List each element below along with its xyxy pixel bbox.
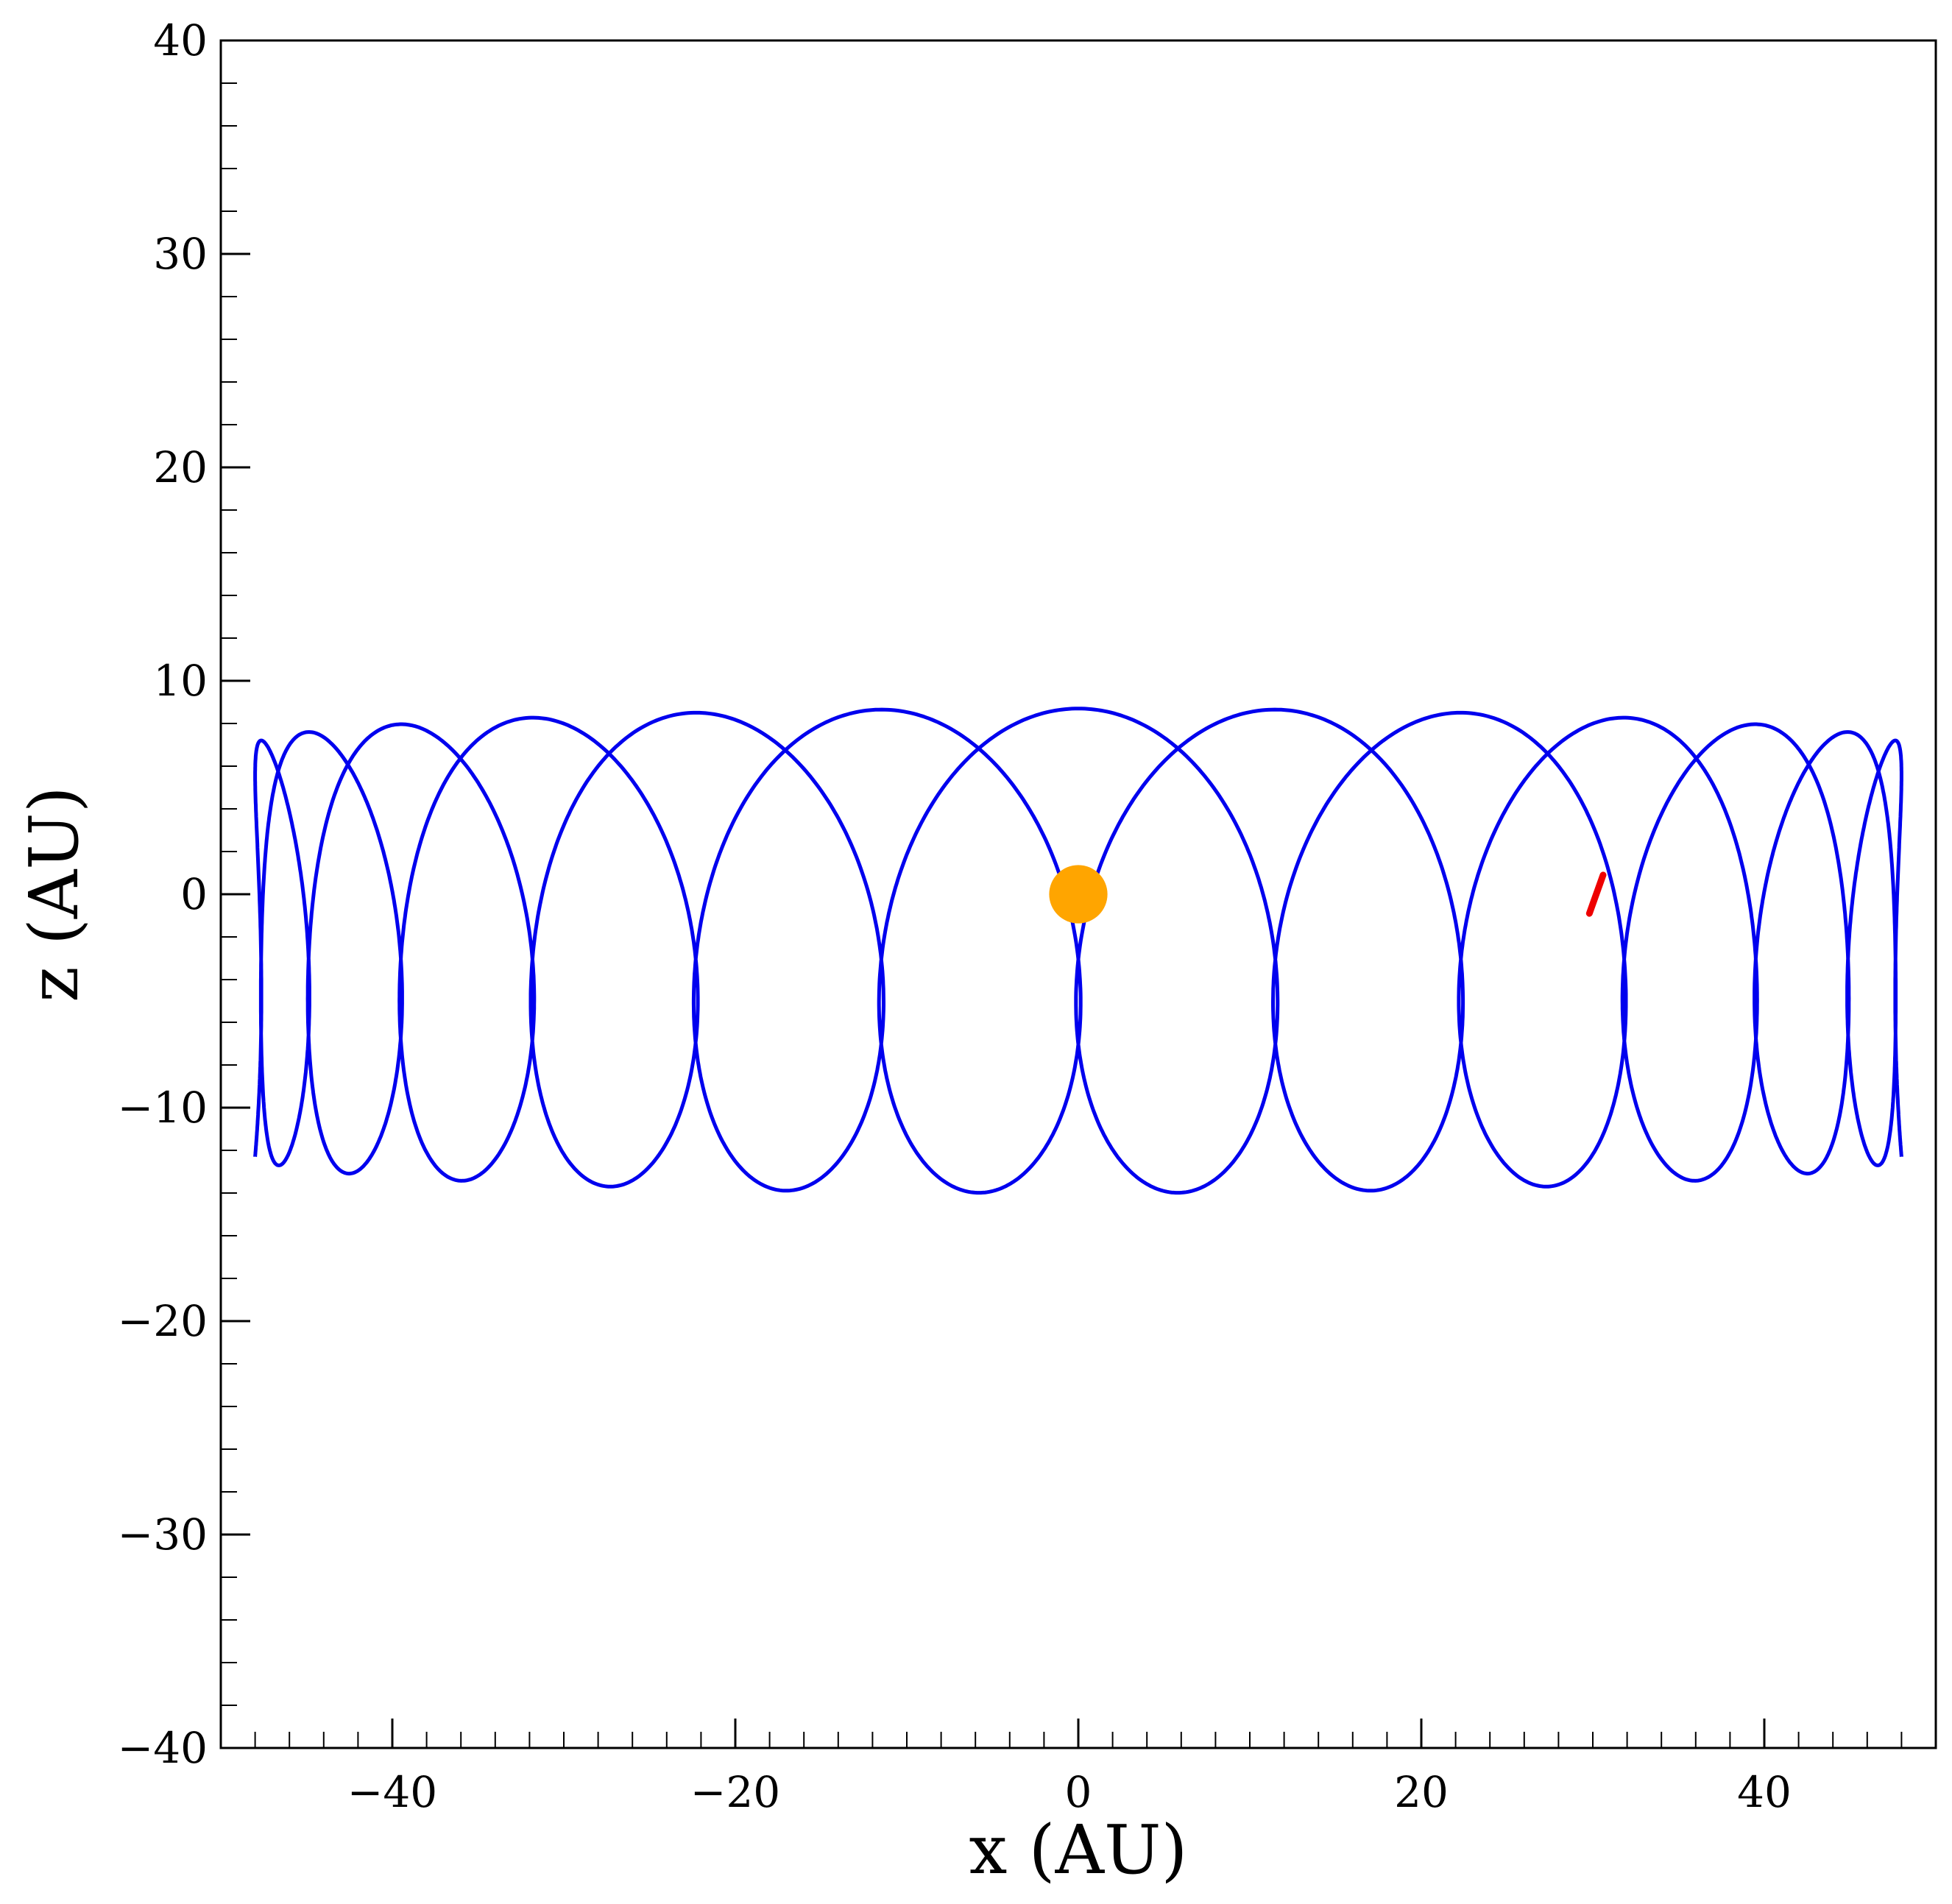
y-tick-label: 20 [153, 442, 208, 492]
x-tick-label: −40 [347, 1767, 437, 1817]
x-axis-title: x (AU) [969, 1811, 1188, 1889]
x-tick-label: 0 [1065, 1767, 1092, 1817]
plot-area [253, 707, 1903, 1195]
y-tick-label: −30 [118, 1510, 208, 1560]
y-tick-label: 40 [153, 15, 208, 66]
ticks: −40 −20 0 20 40 40 30 20 10 0 −10 −20 −30 −40 [118, 15, 1937, 1817]
y-tick-label: −10 [118, 1083, 208, 1133]
body-segment-marker [1585, 871, 1607, 917]
y-tick-label: −40 [118, 1723, 208, 1773]
y-tick-label: 10 [153, 656, 208, 706]
x-tick-label: −20 [690, 1767, 780, 1817]
orbit-trace-line [253, 707, 1903, 1195]
y-tick-label: 0 [180, 869, 208, 919]
x-tick-label: 40 [1737, 1767, 1792, 1817]
central-star-marker [1049, 865, 1108, 924]
y-tick-label: 30 [153, 229, 208, 279]
y-axis-title: z (AU) [15, 786, 93, 1002]
y-tick-label: −20 [118, 1296, 208, 1346]
x-tick-label: 20 [1394, 1767, 1449, 1817]
